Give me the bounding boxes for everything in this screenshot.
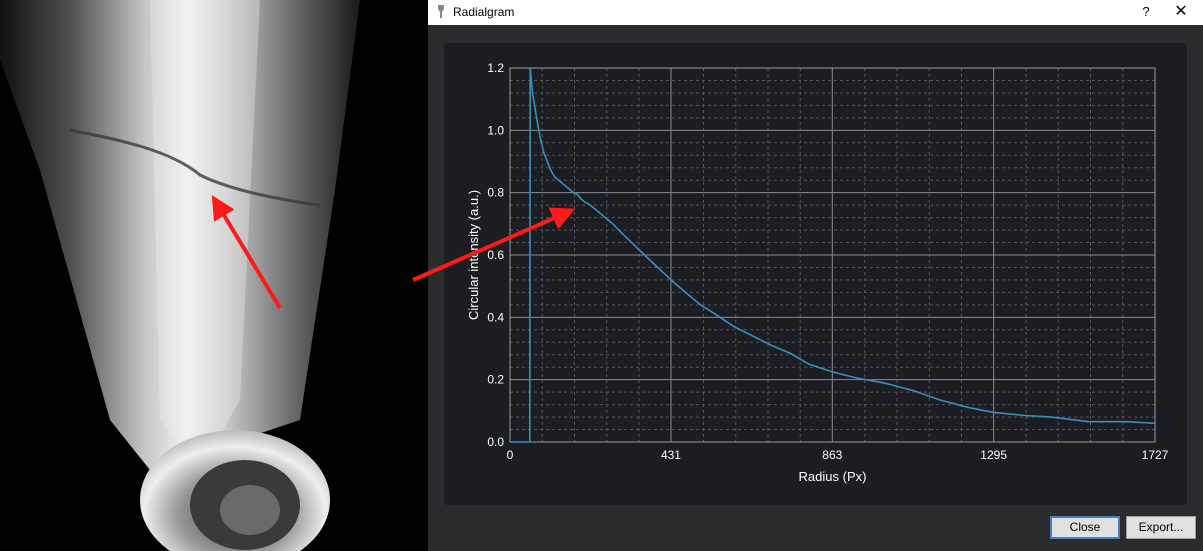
xray-image	[0, 0, 428, 551]
window-title: Radialgram	[453, 5, 515, 19]
x-tick-label: 431	[661, 448, 681, 462]
app-icon	[438, 5, 444, 18]
series-layer	[510, 67, 1156, 443]
x-tick-label: 1295	[980, 448, 1007, 462]
radialgram-dialog: Radialgram ? ✕ 0.0 0.2 0.4 0.6 0.8 1.0 1.2 0 43…	[428, 0, 1203, 551]
y-tick-labels: 0.0 0.2 0.4 0.6 0.8 1.0 1.2	[487, 61, 504, 449]
y-axis-title: Circular intensity (a.u.)	[466, 190, 481, 320]
window-close-button[interactable]: ✕	[1174, 3, 1188, 20]
x-tick-labels: 0 431 863 1295 1727	[507, 448, 1169, 462]
y-tick-label: 1.0	[487, 123, 504, 137]
help-button[interactable]: ?	[1142, 4, 1150, 19]
y-tick-label: 0.6	[487, 248, 504, 262]
close-button[interactable]: Close	[1050, 516, 1120, 539]
grid	[509, 67, 1156, 443]
y-tick-label: 0.8	[487, 186, 504, 200]
x-axis-title: Radius (Px)	[799, 469, 867, 484]
y-tick-label: 0.0	[487, 435, 504, 449]
x-tick-label: 863	[822, 448, 842, 462]
chart-area: 0.0 0.2 0.4 0.6 0.8 1.0 1.2 0 431 863 1295 1727 Ra…	[444, 43, 1187, 505]
y-tick-label: 0.2	[487, 373, 504, 387]
radialgram-chart: 0.0 0.2 0.4 0.6 0.8 1.0 1.2 0 431 863 1295 1727 Ra…	[466, 61, 1169, 484]
x-tick-label: 1727	[1142, 448, 1169, 462]
y-tick-label: 0.4	[487, 310, 504, 324]
x-tick-label: 0	[507, 448, 514, 462]
series-line	[510, 67, 1156, 443]
export-button[interactable]: Export...	[1126, 516, 1196, 539]
y-tick-label: 1.2	[487, 61, 504, 75]
title-bar: Radialgram ? ✕	[428, 0, 1203, 25]
image-panel	[0, 0, 428, 551]
